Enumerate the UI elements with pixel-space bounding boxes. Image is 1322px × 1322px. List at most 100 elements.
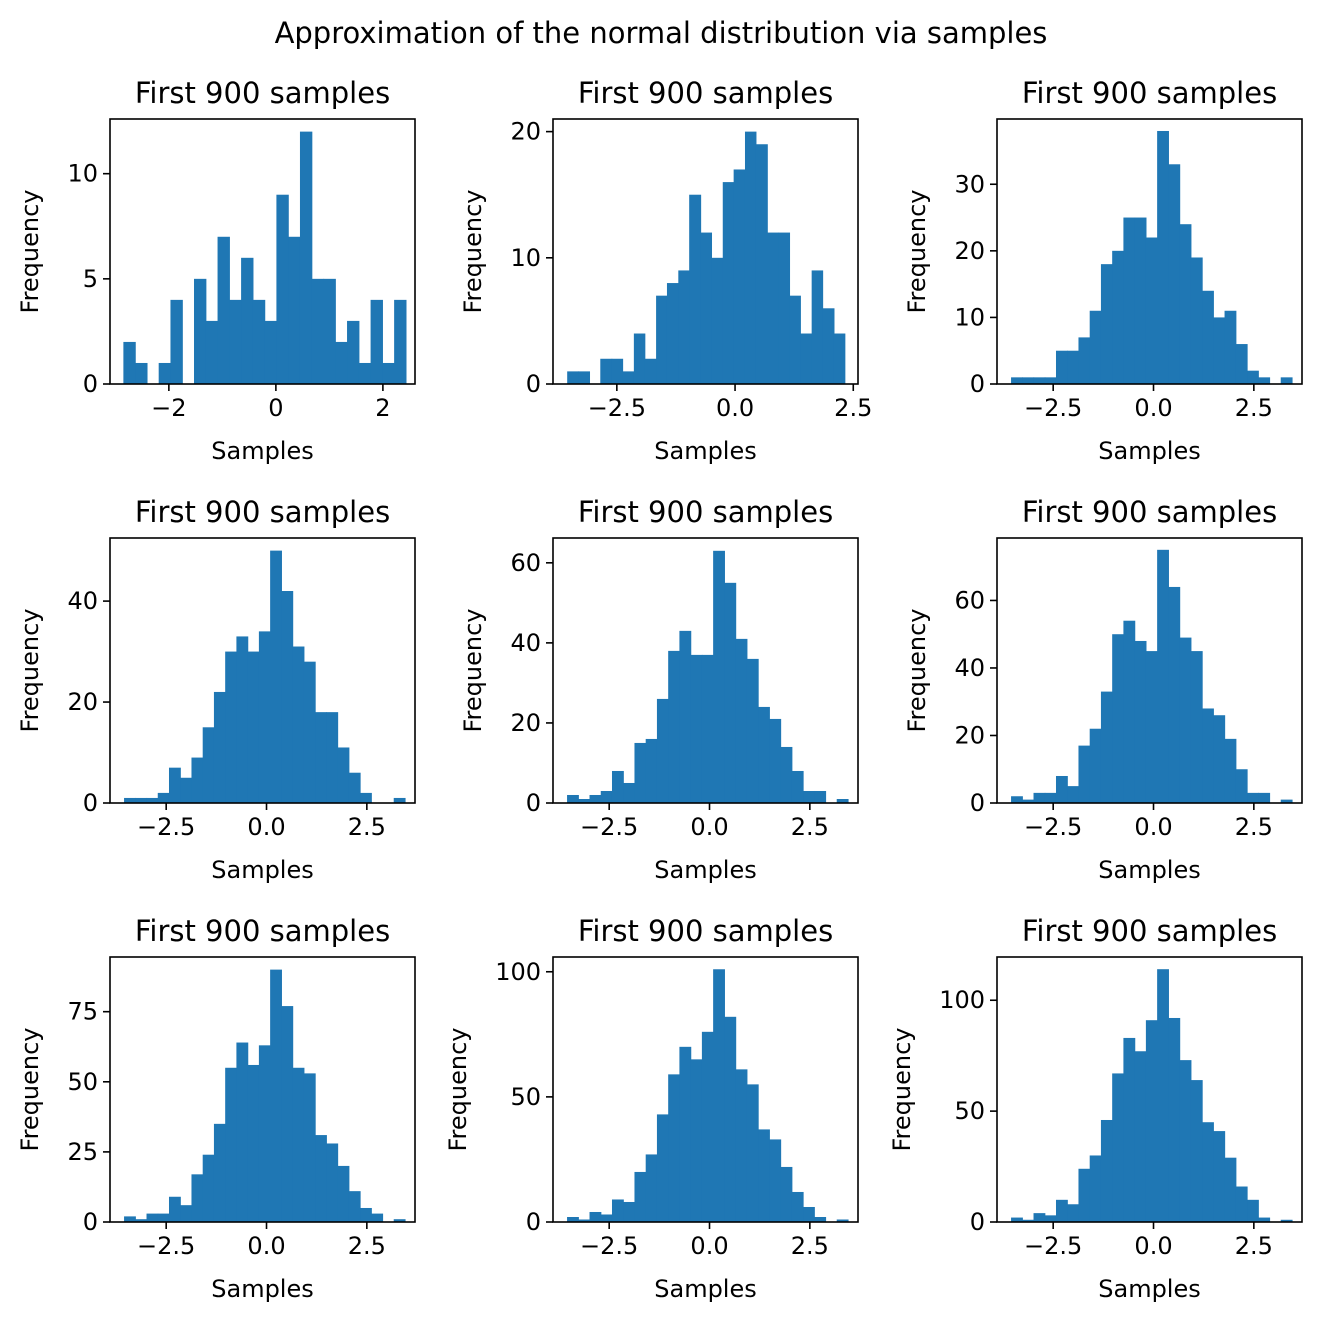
panel-title: First 900 samples [1022, 914, 1277, 948]
histogram-bar [170, 299, 183, 384]
histogram-bar [623, 782, 636, 803]
histogram-bar [236, 636, 249, 803]
histogram-bar [644, 358, 657, 384]
histogram-bar [611, 1199, 624, 1222]
x-tick-label: 2.5 [791, 1232, 829, 1260]
histogram-bar [803, 1206, 815, 1222]
histogram-bar [1089, 728, 1102, 803]
histogram-bar [778, 232, 791, 384]
x-tick-label: 2.5 [834, 394, 872, 422]
histogram-panel-6: −2.5 0.0 2.5 0 20 40 60 First 900 samples Sample… [903, 495, 1303, 884]
histogram-bar [347, 320, 360, 384]
histogram-bar [1157, 969, 1169, 1222]
histogram-bar [791, 1191, 804, 1222]
histogram-bar [281, 1006, 294, 1222]
y-tick-label: 0 [970, 370, 985, 398]
histogram-bar [326, 1143, 339, 1222]
histogram-bar [393, 1219, 406, 1222]
histogram-bar [578, 371, 591, 384]
histogram-bar [1123, 217, 1136, 384]
histogram-bar [1224, 310, 1237, 384]
histogram-bar [769, 718, 782, 803]
x-tick-label: 0.0 [716, 394, 754, 422]
y-axis-label: Frequency [16, 190, 44, 314]
histogram-bar [1055, 350, 1068, 384]
histogram-bar [281, 591, 294, 803]
histogram-bar [1235, 769, 1248, 803]
x-axis-label: Samples [211, 437, 314, 465]
x-tick-label: −2.5 [580, 1232, 638, 1260]
histogram-bar [1100, 264, 1113, 384]
y-tick-label: 20 [510, 118, 541, 146]
x-tick-label: 0 [268, 394, 283, 422]
y-tick-label: 0 [83, 370, 98, 398]
panel-title: First 900 samples [578, 914, 833, 948]
y-tick-label: 30 [954, 170, 985, 198]
axes-frame [109, 956, 416, 1223]
histogram-bar [701, 654, 714, 803]
histogram-bar [1179, 224, 1192, 384]
histogram-bar [1145, 237, 1158, 384]
histogram-bar [668, 650, 681, 803]
histogram-bar [358, 362, 372, 384]
x-tick-label: 2 [375, 394, 390, 422]
y-tick-label: 0 [83, 789, 98, 817]
histogram-bar [292, 1067, 305, 1222]
histogram-bar [315, 1135, 327, 1222]
histogram-bar [656, 698, 669, 803]
histogram-bar [1022, 377, 1035, 384]
x-axis-label: Samples [1098, 1275, 1201, 1303]
histogram-bar [722, 182, 735, 384]
histogram-bar [205, 320, 219, 384]
histogram-bar [589, 794, 602, 803]
histogram-bar [335, 341, 348, 384]
x-axis-label: Samples [654, 437, 757, 465]
histogram-bar [337, 747, 350, 803]
y-tick-label: 20 [954, 237, 985, 265]
histogram-bar [758, 706, 770, 803]
x-tick-label: 2.5 [1235, 394, 1273, 422]
histogram-bar [1067, 350, 1080, 384]
histogram-bar [191, 1174, 204, 1222]
histogram-bar [288, 236, 301, 384]
x-tick-label: −2.5 [580, 813, 638, 841]
histogram-bar [1100, 691, 1113, 803]
histogram-bar [1022, 799, 1035, 803]
histogram-bar [1033, 792, 1046, 803]
histogram-bar [634, 1171, 647, 1222]
y-tick-label: 50 [954, 1097, 985, 1125]
histogram-bar [213, 1123, 226, 1222]
histogram-bar [1078, 337, 1091, 384]
histogram-bar [755, 144, 768, 384]
histogram-panel-4: −2.5 0.0 2.5 0 20 40 First 900 samples Samples F… [16, 495, 416, 884]
histogram-bar [600, 1214, 613, 1222]
histogram-bar [1190, 651, 1203, 803]
y-tick-label: 0 [970, 1208, 985, 1236]
histogram-bar [123, 341, 136, 384]
y-tick-label: 10 [67, 160, 98, 188]
histogram-bar [1145, 1020, 1158, 1222]
histogram-bar [1011, 377, 1023, 384]
histogram-bar [811, 270, 824, 384]
histogram-bar [393, 797, 406, 803]
histogram-bar [1247, 1199, 1259, 1222]
histogram-panel-9: −2.5 0.0 2.5 0 50 100 First 900 samples Samples… [888, 914, 1303, 1303]
histogram-bar [276, 194, 289, 384]
histogram-bar [678, 270, 690, 384]
histogram-bar [833, 333, 846, 384]
histogram-bar [1033, 1213, 1046, 1222]
histogram-bar [1179, 1060, 1192, 1222]
histogram-bar [303, 1073, 316, 1222]
histogram-bar [1157, 130, 1169, 384]
x-axis-label: Samples [1098, 856, 1201, 884]
y-tick-label: 25 [67, 1138, 98, 1166]
histogram-bar [746, 1084, 759, 1222]
histogram-bar [836, 799, 849, 803]
panel-title: First 900 samples [135, 495, 390, 529]
histogram-bar [217, 236, 230, 384]
histogram-bar [124, 1216, 136, 1222]
axes-frame [552, 956, 859, 1223]
histogram-bar [1055, 775, 1068, 803]
